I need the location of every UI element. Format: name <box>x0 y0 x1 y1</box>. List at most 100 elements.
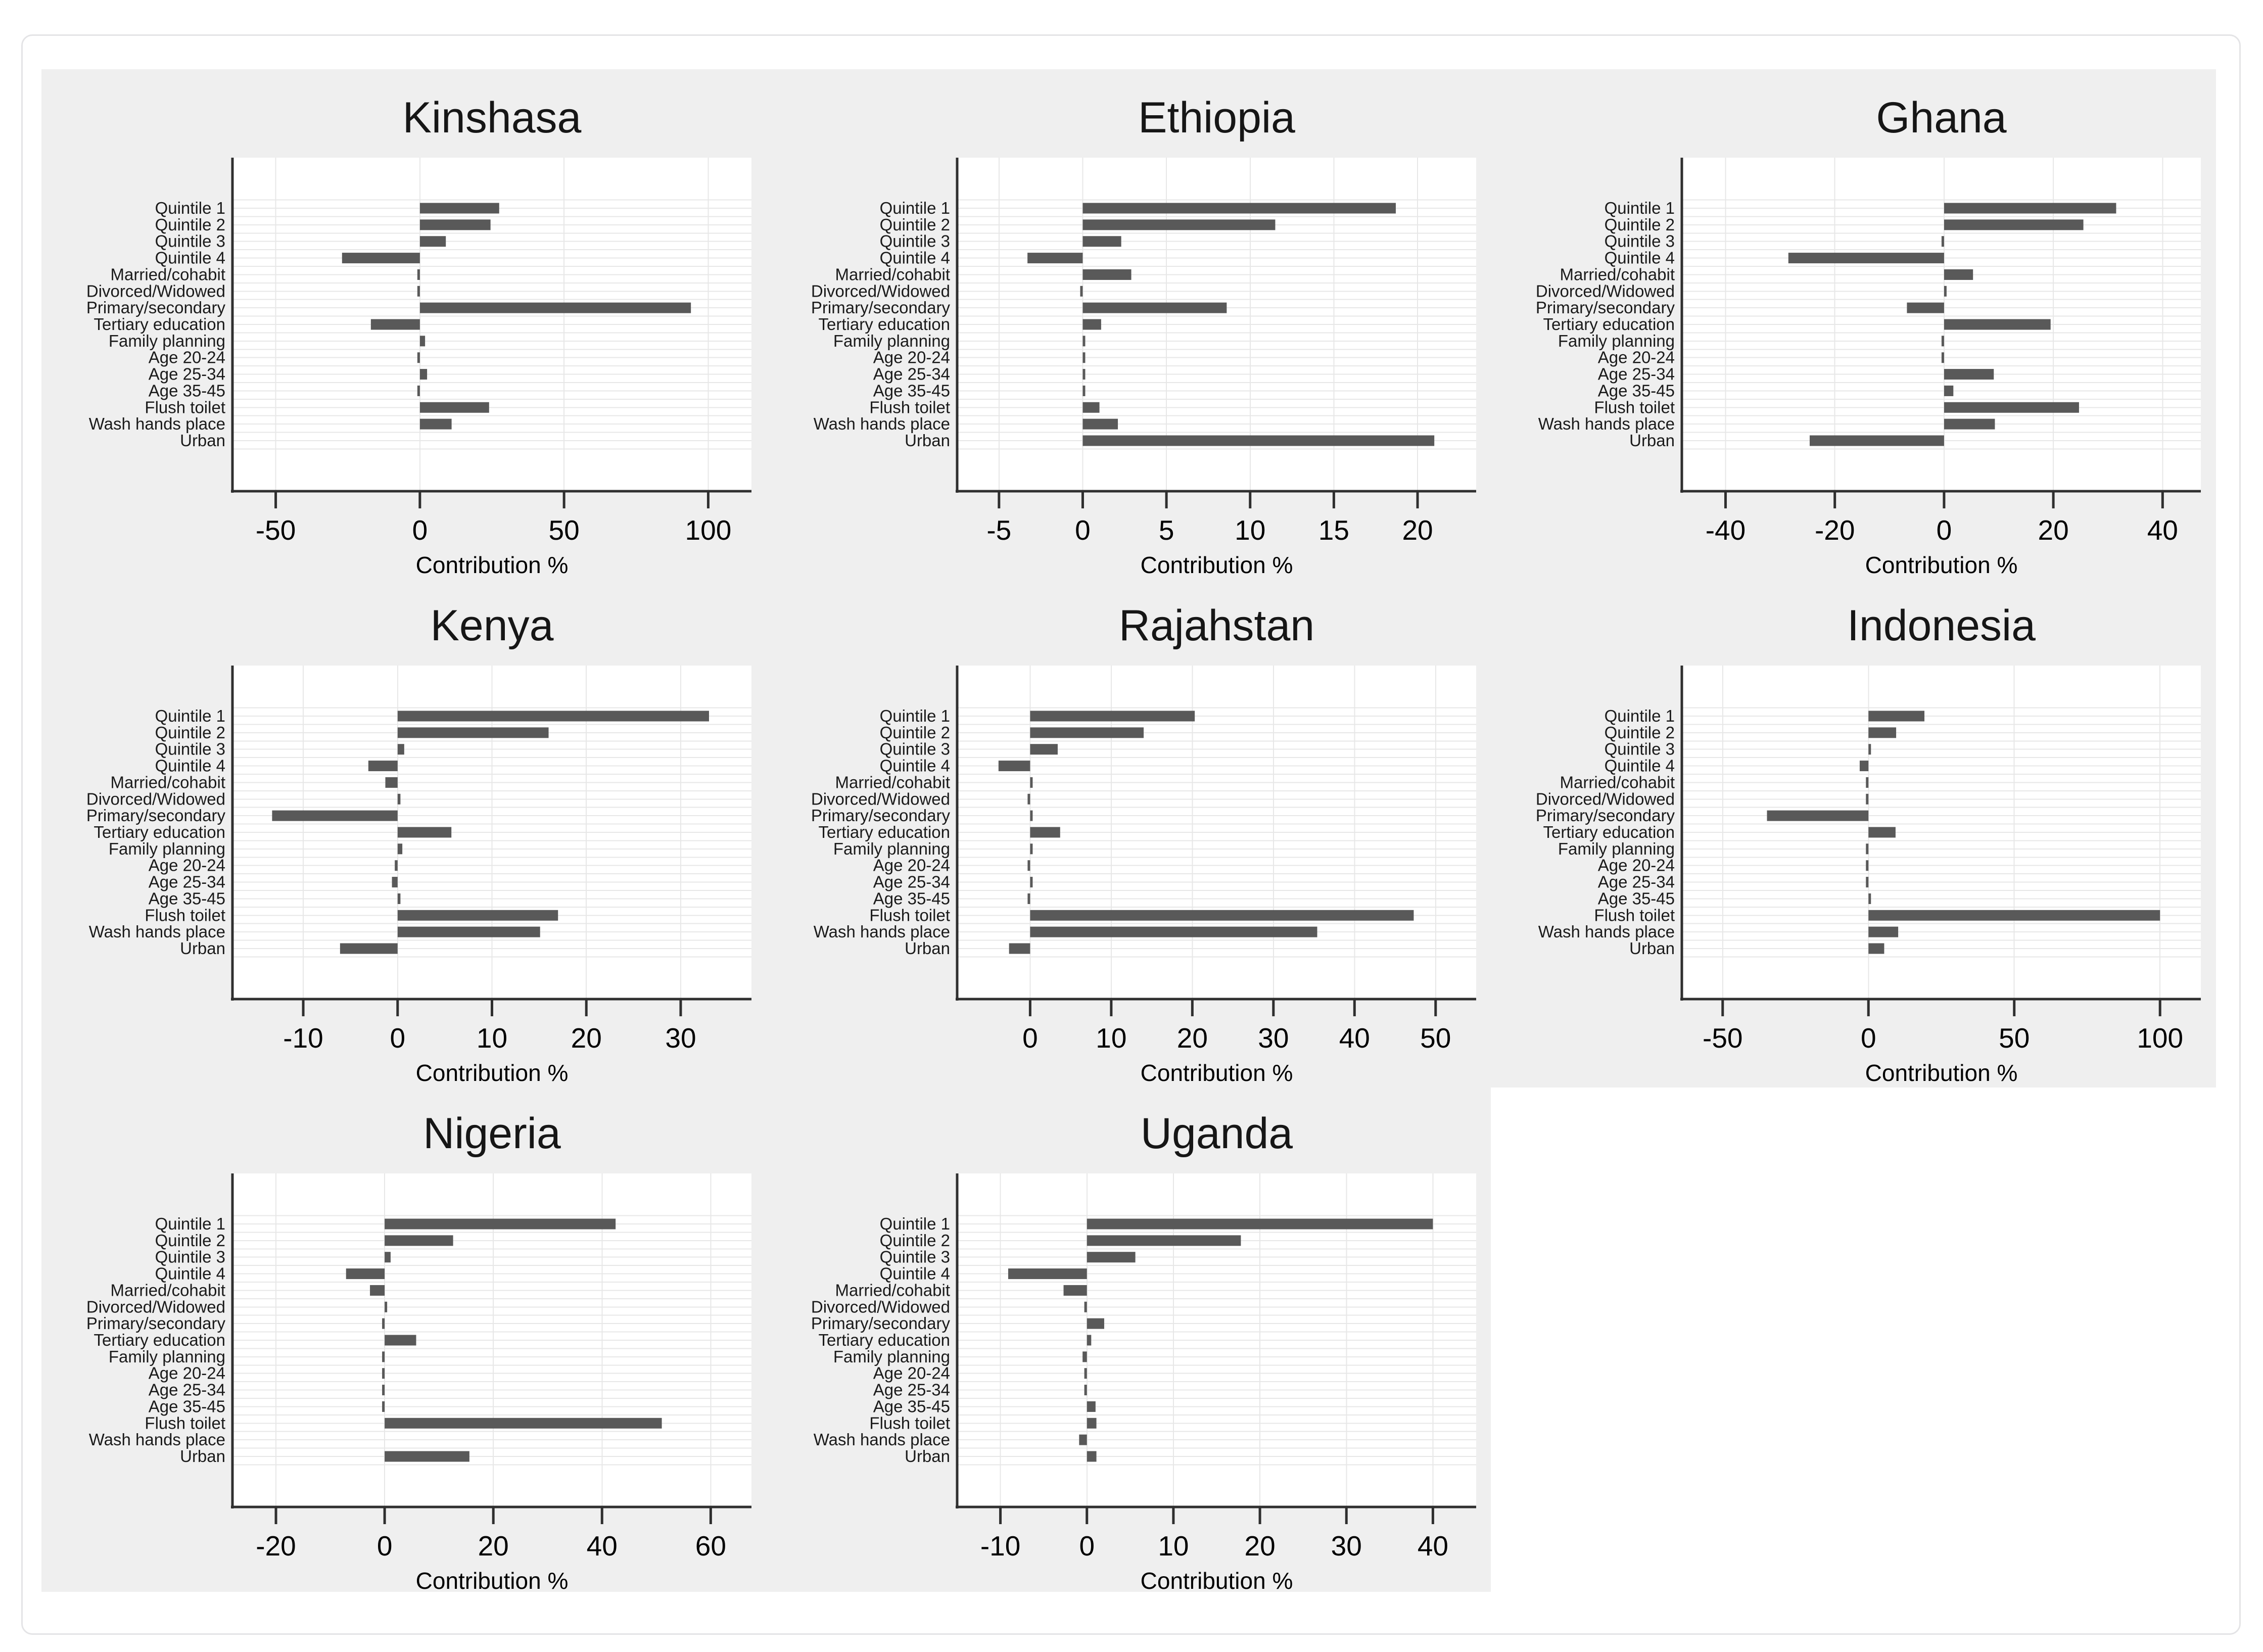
bar-age-20-24 <box>395 860 398 871</box>
bar-wash-hands-place <box>1082 418 1118 430</box>
x-tick-label: 40 <box>2147 514 2178 546</box>
category-label-divorced-widowed: Divorced/Widowed <box>86 1297 225 1316</box>
bar-urban <box>1868 943 1884 954</box>
category-label-family-planning: Family planning <box>833 1347 950 1366</box>
category-label-quintile-4: Quintile 4 <box>155 1264 225 1283</box>
bar-urban <box>385 1451 469 1462</box>
panel-kenya: -10 0 10 20 30 Quintile 1 Quintile 2 Quintile 3… <box>41 577 766 1085</box>
bar-divorced-widowed <box>1084 1301 1087 1312</box>
x-tick-label: 10 <box>1096 1022 1126 1054</box>
panel-title: Kenya <box>431 601 554 650</box>
category-label-wash-hands-place: Wash hands place <box>814 414 950 433</box>
x-tick-label: 40 <box>1418 1530 1448 1562</box>
bar-age-20-24 <box>1084 1368 1087 1379</box>
category-label-flush-toilet: Flush toilet <box>145 398 225 416</box>
bar-age-20-24 <box>1866 860 1869 871</box>
category-label-quintile-4: Quintile 4 <box>880 757 950 775</box>
bar-tertiary-education <box>1082 319 1101 330</box>
bar-quintile-4 <box>346 1268 385 1280</box>
category-label-age-25-34: Age 25-34 <box>149 365 225 384</box>
category-label-quintile-2: Quintile 2 <box>880 1231 950 1250</box>
category-label-quintile-2: Quintile 2 <box>155 723 225 742</box>
bar-quintile-4 <box>1859 761 1869 772</box>
category-label-divorced-widowed: Divorced/Widowed <box>1536 789 1675 808</box>
bar-wash-hands-place <box>419 418 452 430</box>
panel-uganda: -10 0 10 20 30 40 Quintile 1 Quintile 2 Quintile… <box>766 1085 1491 1593</box>
bar-tertiary-education <box>1868 827 1896 838</box>
panel-title: Rajahstan <box>1119 601 1314 650</box>
category-label-age-25-34: Age 25-34 <box>1598 365 1675 384</box>
bar-family-planning <box>1866 843 1869 855</box>
category-label-urban: Urban <box>1629 431 1675 450</box>
category-label-quintile-1: Quintile 1 <box>880 706 950 725</box>
bar-wash-hands-place <box>397 926 540 937</box>
x-tick-label: 0 <box>1937 514 1952 546</box>
bar-quintile-4 <box>1788 253 1944 264</box>
category-label-urban: Urban <box>180 431 225 450</box>
x-tick-label: 50 <box>1420 1022 1451 1054</box>
bar-quintile-1 <box>1868 711 1925 722</box>
category-label-urban: Urban <box>1629 939 1675 958</box>
x-tick-label: 20 <box>1402 514 1433 546</box>
bar-quintile-1 <box>1087 1218 1433 1230</box>
category-label-tertiary-education: Tertiary education <box>1543 823 1675 841</box>
bar-divorced-widowed <box>385 1301 388 1312</box>
bar-quintile-1 <box>1082 203 1396 214</box>
bar-age-35-45 <box>1087 1401 1096 1412</box>
x-tick-label: -50 <box>256 514 296 546</box>
category-label-quintile-3: Quintile 3 <box>880 232 950 251</box>
x-tick-label: 0 <box>1079 1530 1095 1562</box>
category-label-tertiary-education: Tertiary education <box>819 1331 950 1349</box>
category-label-quintile-1: Quintile 1 <box>155 706 225 725</box>
category-label-quintile-4: Quintile 4 <box>1605 757 1675 775</box>
category-label-quintile-3: Quintile 3 <box>155 740 225 759</box>
bar-flush-toilet <box>385 1418 662 1429</box>
category-label-married-cohabit: Married/cohabit <box>835 773 950 791</box>
category-label-age-20-24: Age 20-24 <box>1598 856 1675 875</box>
bar-quintile-2 <box>385 1235 453 1246</box>
bar-quintile-2 <box>1944 219 2084 230</box>
bar-married-cohabit <box>417 269 420 280</box>
bar-primary-secondary <box>272 810 398 821</box>
bar-tertiary-education <box>1087 1335 1092 1346</box>
category-label-urban: Urban <box>905 1447 950 1466</box>
bar-age-20-24 <box>1082 352 1086 363</box>
x-tick-label: -10 <box>283 1022 323 1054</box>
category-label-age-35-45: Age 35-45 <box>149 381 225 400</box>
category-label-primary-secondary: Primary/secondary <box>811 806 951 825</box>
category-label-family-planning: Family planning <box>1558 332 1675 350</box>
bar-wash-hands-place <box>1030 926 1317 937</box>
bar-quintile-3 <box>1030 744 1058 755</box>
category-label-urban: Urban <box>180 939 225 958</box>
bar-age-35-45 <box>1868 893 1871 904</box>
category-label-married-cohabit: Married/cohabit <box>835 1281 950 1299</box>
bar-divorced-widowed <box>417 286 420 297</box>
category-label-tertiary-education: Tertiary education <box>94 1331 225 1349</box>
category-label-divorced-widowed: Divorced/Widowed <box>86 281 225 300</box>
panel-ethiopia: -5 0 5 10 15 20 Quintile 1 Quintile 2 Quintile 3… <box>766 69 1491 577</box>
bar-quintile-2 <box>1087 1235 1241 1246</box>
category-label-tertiary-education: Tertiary education <box>819 823 950 841</box>
bar-quintile-3 <box>419 236 446 247</box>
category-label-age-25-34: Age 25-34 <box>873 1381 950 1399</box>
x-axis-title: Contribution % <box>1141 1568 1293 1593</box>
bar-flush-toilet <box>1868 910 2160 921</box>
bar-primary-secondary <box>419 302 691 313</box>
category-label-family-planning: Family planning <box>833 332 950 350</box>
bar-quintile-3 <box>1087 1252 1136 1263</box>
x-tick-label: 30 <box>665 1022 696 1054</box>
panel-title: Ghana <box>1876 93 2006 142</box>
bar-age-25-34 <box>1030 877 1033 888</box>
x-tick-label: 20 <box>571 1022 602 1054</box>
x-tick-label: 30 <box>1258 1022 1289 1054</box>
bar-divorced-widowed <box>1027 793 1030 805</box>
bar-quintile-3 <box>1082 236 1121 247</box>
bar-flush-toilet <box>1082 402 1100 413</box>
category-label-flush-toilet: Flush toilet <box>869 906 950 924</box>
bar-quintile-1 <box>419 203 499 214</box>
